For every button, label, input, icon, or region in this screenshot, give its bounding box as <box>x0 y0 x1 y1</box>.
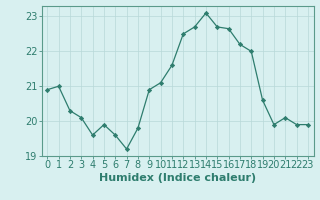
X-axis label: Humidex (Indice chaleur): Humidex (Indice chaleur) <box>99 173 256 183</box>
